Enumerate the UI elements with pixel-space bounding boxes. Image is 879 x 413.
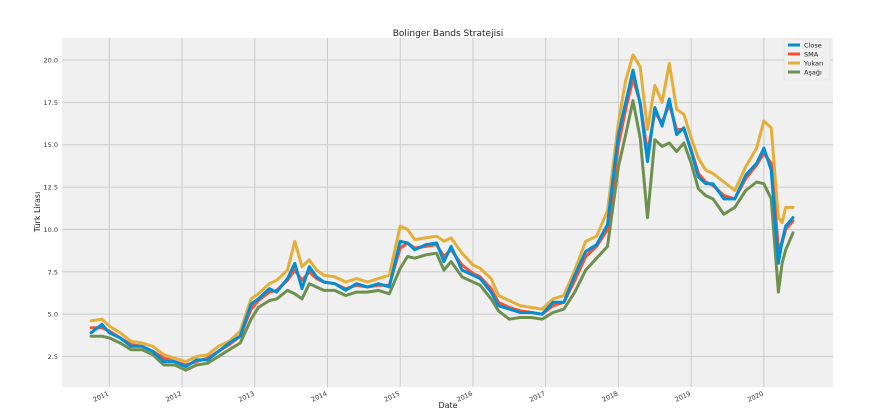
y-axis-label: Türk Lirası bbox=[33, 192, 42, 234]
plot-area bbox=[62, 38, 833, 387]
y-tick-label: 2.5 bbox=[48, 353, 58, 361]
series-line-a-a- bbox=[89, 99, 795, 372]
y-tick-label: 20.0 bbox=[44, 57, 58, 65]
legend-label: Yukarı bbox=[803, 59, 824, 67]
series-lines bbox=[89, 53, 795, 372]
y-tick-label: 10.0 bbox=[44, 226, 58, 234]
legend-label: Aşağı bbox=[804, 68, 822, 76]
series-line-close bbox=[89, 68, 795, 369]
y-tick-label: 15.0 bbox=[44, 141, 58, 149]
legend-box bbox=[783, 38, 831, 81]
x-axis-label: Date bbox=[438, 401, 457, 410]
y-tick-label: 12.5 bbox=[44, 184, 58, 192]
legend-label: SMA bbox=[804, 50, 819, 58]
y-tick-label: 17.5 bbox=[44, 99, 58, 107]
grid-lines bbox=[62, 38, 833, 387]
legend-label: Close bbox=[804, 41, 822, 49]
chart-title: Bolinger Bands Stratejisi bbox=[393, 29, 504, 39]
y-tick-label: 7.5 bbox=[48, 268, 58, 276]
series-line-yukar- bbox=[89, 53, 795, 364]
y-tick-label: 5.0 bbox=[48, 311, 58, 319]
y-tick-labels: 2.5 5.0 7.5 10.0 12.5 15.0 17.5 20.0 bbox=[44, 57, 58, 361]
